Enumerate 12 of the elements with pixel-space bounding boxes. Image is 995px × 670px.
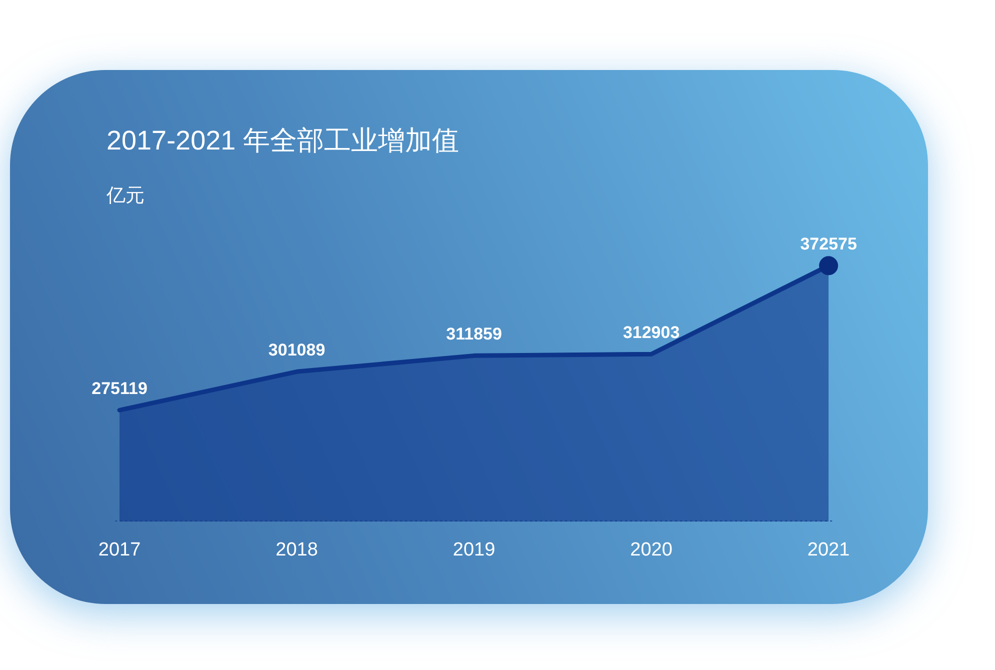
chart-title: 2017-2021 年全部工业增加值 bbox=[106, 126, 460, 156]
data-label: 312903 bbox=[622, 323, 680, 342]
y-axis-title: 亿元 bbox=[106, 186, 144, 206]
data-label: 301089 bbox=[268, 340, 326, 360]
x-tick-label: 2017 bbox=[98, 540, 141, 560]
x-tick-label: 2018 bbox=[276, 540, 318, 560]
data-label: 372575 bbox=[800, 234, 857, 254]
x-tick-label: 2020 bbox=[630, 540, 672, 560]
x-tick-label: 2019 bbox=[452, 540, 496, 560]
data-label: 275119 bbox=[92, 379, 148, 398]
data-label: 311859 bbox=[446, 324, 502, 344]
x-tick-label: 2021 bbox=[807, 540, 850, 560]
